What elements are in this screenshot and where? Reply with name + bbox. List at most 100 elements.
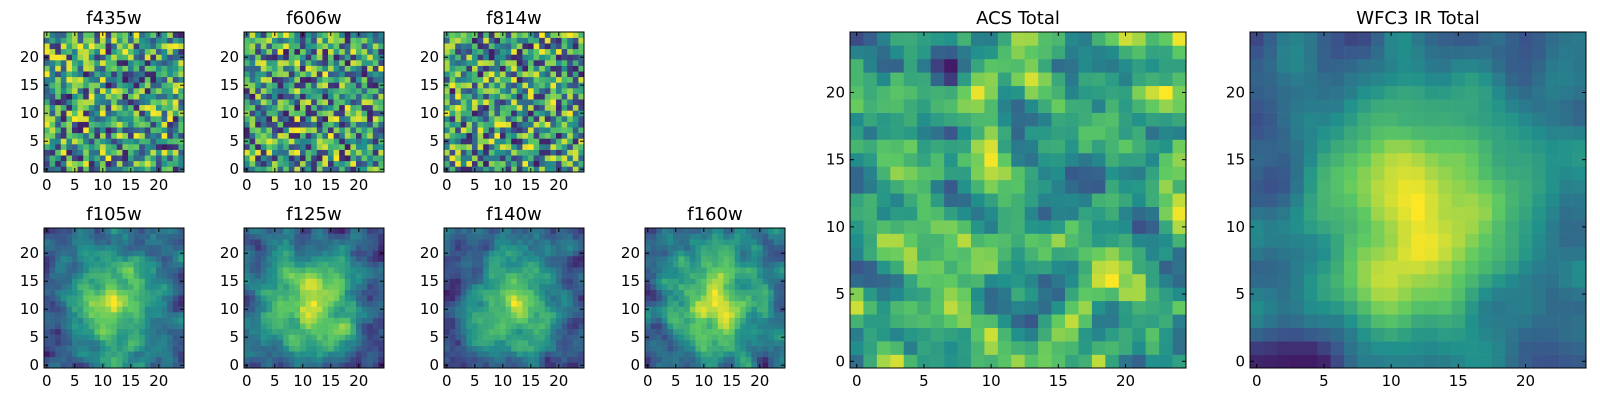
heatmap-cell — [244, 104, 250, 111]
heatmap-cell — [167, 149, 174, 156]
heatmap-cell — [650, 295, 657, 302]
heatmap-cell — [1145, 327, 1160, 342]
heatmap-cell — [322, 138, 329, 145]
heatmap-cell — [466, 32, 473, 38]
heatmap-cell — [1051, 354, 1066, 369]
heatmap-cell — [528, 54, 534, 61]
heatmap-cell — [667, 244, 674, 251]
heatmap-cell — [283, 60, 290, 66]
heatmap-cell — [488, 289, 495, 296]
heatmap-cell — [122, 144, 129, 150]
heatmap-cell — [122, 110, 129, 117]
heatmap-cell — [133, 228, 140, 234]
heatmap-cell — [477, 160, 484, 167]
heatmap-cell — [483, 239, 490, 246]
heatmap-cell — [328, 76, 334, 83]
heatmap-cell — [150, 65, 157, 72]
heatmap-cell — [556, 144, 562, 150]
heatmap-cell — [483, 65, 490, 72]
heatmap-cell — [266, 345, 273, 352]
heatmap-cell — [139, 289, 146, 296]
heatmap-cell — [328, 272, 334, 279]
heatmap-cell — [957, 341, 972, 355]
heatmap-cell — [260, 334, 267, 341]
heatmap-cell — [539, 144, 546, 150]
heatmap-cell — [316, 351, 323, 358]
heatmap-cell — [305, 138, 312, 145]
heatmap-cell — [684, 317, 691, 324]
heatmap-cell — [522, 239, 529, 246]
heatmap-cell — [361, 272, 368, 279]
heatmap-cell — [288, 256, 295, 262]
heatmap-cell — [156, 43, 162, 50]
heatmap-cell — [122, 244, 129, 251]
heatmap-cell — [729, 289, 735, 296]
heatmap-cell — [734, 256, 741, 262]
heatmap-cell — [539, 340, 546, 346]
heatmap-cell — [455, 250, 462, 257]
heatmap-cell — [116, 132, 123, 139]
heatmap-cell — [505, 306, 512, 313]
heatmap-cell — [528, 37, 534, 44]
heatmap-cell — [83, 149, 90, 156]
heatmap-cell — [77, 250, 84, 257]
heatmap-cell — [128, 43, 134, 50]
heatmap-cell — [650, 284, 657, 290]
heatmap-cell — [567, 127, 574, 134]
heatmap-cell — [294, 312, 301, 318]
heatmap-cell — [249, 43, 256, 50]
heatmap-cell — [717, 278, 724, 285]
heatmap-cell — [105, 88, 112, 94]
heatmap-cell — [957, 247, 972, 261]
heatmap-cell — [311, 132, 318, 139]
heatmap-cell — [294, 356, 301, 363]
heatmap-cell — [460, 48, 467, 55]
heatmap-cell — [367, 54, 374, 61]
heatmap-cell — [361, 160, 368, 167]
heatmap-cell — [178, 121, 185, 128]
heatmap-cell — [249, 160, 256, 167]
heatmap-cell — [322, 54, 329, 61]
heatmap-cell — [272, 76, 278, 83]
heatmap-cell — [455, 284, 462, 290]
y-tick-label: 0 — [229, 160, 239, 178]
heatmap-cell — [161, 110, 168, 117]
heatmap-cell — [656, 250, 663, 257]
heatmap-cell — [1159, 193, 1173, 208]
heatmap-cell — [984, 300, 999, 315]
heatmap-cell — [100, 295, 106, 302]
x-tick-label: 20 — [149, 176, 168, 194]
heatmap-cell — [740, 300, 747, 307]
heatmap-cell — [161, 295, 168, 302]
heatmap-cell — [740, 272, 747, 279]
heatmap-cell — [550, 256, 557, 262]
heatmap-cell — [449, 323, 456, 330]
heatmap-cell — [249, 110, 256, 117]
heatmap-cell — [876, 193, 891, 208]
heatmap-cell — [116, 261, 123, 268]
heatmap-cell — [1065, 341, 1079, 355]
heatmap-cell — [44, 99, 50, 106]
heatmap-cell — [997, 193, 1012, 208]
heatmap-cell — [350, 323, 357, 330]
heatmap-cell — [361, 340, 368, 346]
heatmap-cell — [544, 233, 551, 240]
heatmap-cell — [455, 272, 462, 279]
heatmap-cell — [328, 132, 334, 139]
heatmap-cell — [244, 132, 250, 139]
heatmap-cell — [544, 312, 551, 318]
heatmap-cell — [100, 99, 106, 106]
heatmap-cell — [773, 267, 780, 274]
heatmap-cell — [55, 312, 62, 318]
heatmap-cell — [483, 104, 490, 111]
heatmap-cell — [561, 166, 568, 173]
heatmap-cell — [88, 267, 95, 274]
heatmap-cell — [60, 110, 67, 117]
heatmap-cell — [305, 261, 312, 268]
heatmap-cell — [288, 110, 295, 117]
heatmap-cell — [367, 328, 374, 335]
heatmap-cell — [1172, 287, 1187, 302]
heatmap-cell — [105, 138, 112, 145]
heatmap-cell — [150, 149, 157, 156]
